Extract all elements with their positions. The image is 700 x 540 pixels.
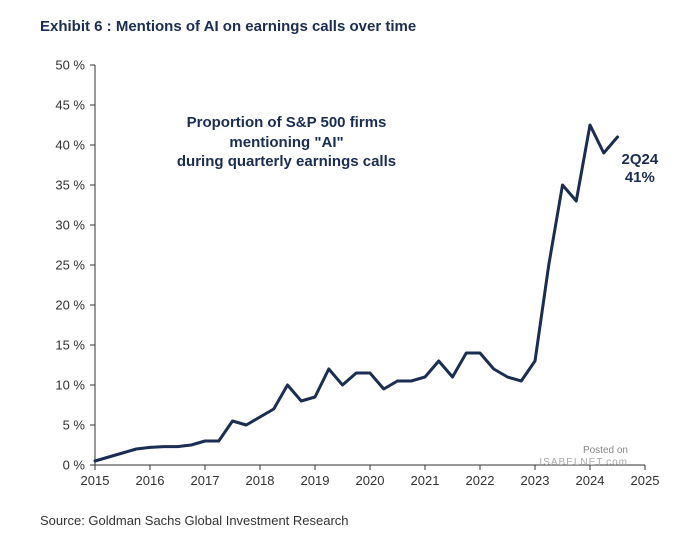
y-tick-label: 25 % xyxy=(40,258,85,273)
y-tick-label: 5 % xyxy=(40,418,85,433)
chart-subtitle: Proportion of S&P 500 firmsmentioning "A… xyxy=(157,113,417,172)
chart-area: Proportion of S&P 500 firmsmentioning "A… xyxy=(95,65,645,465)
x-tick-label: 2024 xyxy=(570,473,610,488)
y-tick-label: 10 % xyxy=(40,378,85,393)
x-tick-label: 2025 xyxy=(625,473,665,488)
y-tick-label: 40 % xyxy=(40,138,85,153)
attribution-label: Posted on ISABELNET.com xyxy=(508,445,628,469)
source-label: Source: Goldman Sachs Global Investment … xyxy=(40,513,349,528)
attribution-line1: Posted on xyxy=(508,445,628,457)
y-tick-label: 15 % xyxy=(40,338,85,353)
y-tick-label: 50 % xyxy=(40,58,85,73)
attribution-line2: ISABELNET.com xyxy=(508,457,628,469)
y-tick-label: 20 % xyxy=(40,298,85,313)
x-tick-label: 2017 xyxy=(185,473,225,488)
x-tick-label: 2018 xyxy=(240,473,280,488)
x-tick-label: 2019 xyxy=(295,473,335,488)
chart-title: Exhibit 6 : Mentions of AI on earnings c… xyxy=(40,18,416,35)
x-tick-label: 2016 xyxy=(130,473,170,488)
y-tick-label: 0 % xyxy=(40,458,85,473)
x-tick-label: 2021 xyxy=(405,473,445,488)
y-tick-label: 45 % xyxy=(40,98,85,113)
x-tick-label: 2023 xyxy=(515,473,555,488)
y-tick-label: 35 % xyxy=(40,178,85,193)
x-tick-label: 2015 xyxy=(75,473,115,488)
callout-label: 2Q2441% xyxy=(622,151,659,187)
x-tick-label: 2020 xyxy=(350,473,390,488)
y-tick-label: 30 % xyxy=(40,218,85,233)
x-tick-label: 2022 xyxy=(460,473,500,488)
